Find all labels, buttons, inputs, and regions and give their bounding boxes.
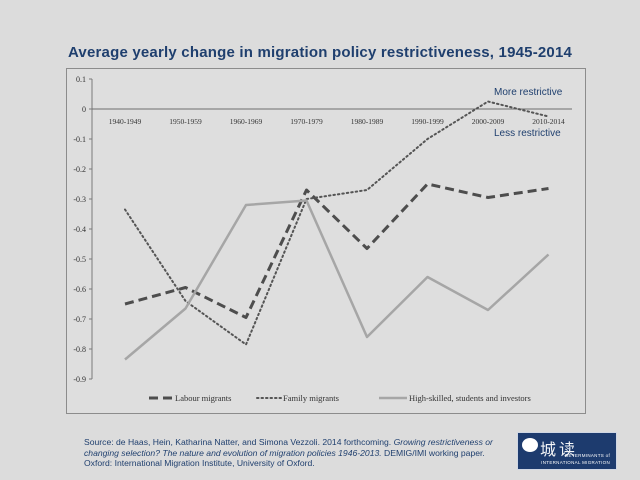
x-tick-label: 1960-1969 — [230, 117, 263, 126]
y-tick-label: 0.1 — [76, 75, 86, 84]
y-tick-label: -0.6 — [73, 285, 86, 294]
source-suffix: DEMIG/IMI working paper. Oxford: Interna… — [84, 447, 485, 469]
wechat-icon — [522, 438, 538, 452]
slide-title: Average yearly change in migration polic… — [67, 44, 573, 61]
x-tick-label: 2000-2009 — [472, 117, 505, 126]
x-tick-label: 1950-1959 — [169, 117, 202, 126]
x-tick-label: 1970-1979 — [290, 117, 323, 126]
legend-label-family: Family migrants — [283, 393, 339, 403]
y-tick-label: -0.2 — [73, 165, 86, 174]
series-line-family — [124, 100, 550, 346]
y-tick-label: -0.7 — [73, 315, 86, 324]
y-tick-label: -0.1 — [73, 135, 86, 144]
logo-line-1: DETERMINANTS of — [564, 453, 610, 458]
legend-label-skilled: High-skilled, students and investors — [409, 393, 531, 403]
y-tick-label: -0.4 — [73, 225, 86, 234]
x-tick-label: 2010-2014 — [532, 117, 565, 126]
x-tick-label: 1940-1949 — [109, 117, 142, 126]
watermark-text: 城读 — [540, 440, 579, 459]
source-italic-title: Growing restrictiveness or changing sele… — [84, 437, 493, 458]
line-chart: 0.1 0 -0.1 -0.2 -0.3 -0.4 -0.5 -0.6 -0.7 -0.8 -0.9… — [73, 75, 572, 403]
more-restrictive-label: More restrictive — [494, 87, 563, 98]
less-restrictive-label: Less restrictive — [494, 128, 561, 139]
y-tick-label: -0.8 — [73, 345, 86, 354]
x-tick-label: 1990-1999 — [411, 117, 444, 126]
y-tick-label: -0.5 — [73, 255, 86, 264]
chart-frame: 0.1 0 -0.1 -0.2 -0.3 -0.4 -0.5 -0.6 -0.7 -0.8 -0.9… — [66, 68, 586, 414]
x-tick-label: 1980-1989 — [351, 117, 384, 126]
source-prefix: Source: de Haas, Hein, Katharina Natter,… — [84, 437, 394, 447]
y-tick-label: 0 — [82, 105, 86, 114]
logo-line-2: INTERNATIONAL MIGRATION — [541, 460, 610, 465]
series-line-skilled — [124, 199, 550, 361]
source-citation: Source: de Haas, Hein, Katharina Natter,… — [84, 437, 504, 469]
series-line-labour — [124, 182, 549, 319]
legend-label-labour: Labour migrants — [175, 393, 231, 403]
y-tick-label: -0.9 — [73, 375, 86, 384]
y-tick-label: -0.3 — [73, 195, 86, 204]
